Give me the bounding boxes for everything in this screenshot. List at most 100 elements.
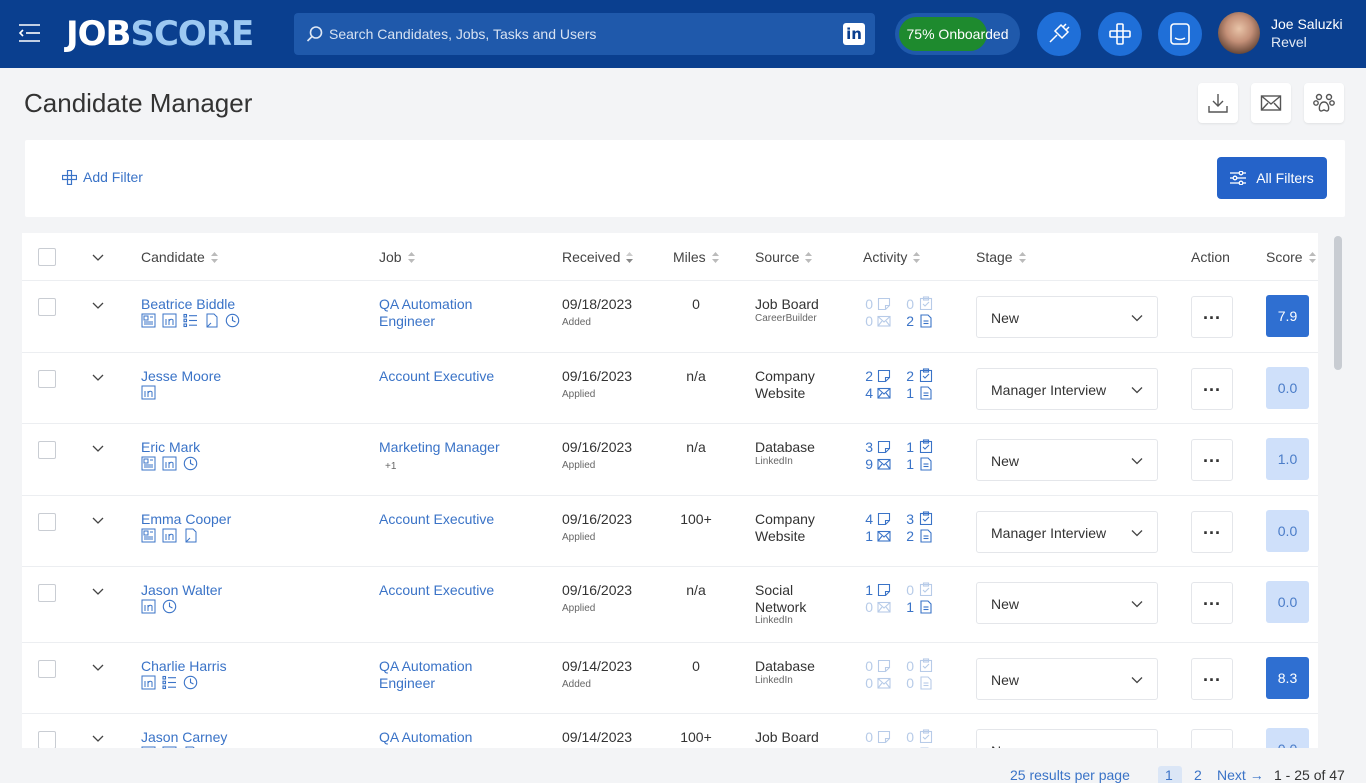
forms-count[interactable]: 2 bbox=[906, 528, 914, 544]
candidate-score[interactable]: 1.0 bbox=[1266, 438, 1309, 480]
all-filters-button[interactable]: All Filters bbox=[1217, 157, 1327, 199]
next-page-button[interactable]: Next → bbox=[1217, 767, 1264, 783]
chevron-down-icon[interactable] bbox=[91, 585, 105, 599]
stage-select[interactable]: New bbox=[976, 658, 1158, 700]
document-icon[interactable] bbox=[183, 528, 198, 543]
column-source[interactable]: Source bbox=[755, 249, 813, 265]
more-actions-button[interactable]: ... bbox=[1191, 296, 1233, 338]
candidate-name[interactable]: Jesse Moore bbox=[141, 368, 222, 384]
stage-select[interactable]: New bbox=[976, 296, 1158, 338]
emails-count[interactable]: 0 bbox=[865, 313, 873, 329]
clock-icon[interactable] bbox=[162, 599, 177, 614]
forms-count[interactable]: 0 bbox=[906, 675, 914, 691]
tasks-count[interactable]: 0 bbox=[906, 296, 914, 312]
forms-count[interactable]: 2 bbox=[906, 313, 914, 329]
table-row[interactable]: Beatrice Biddle QA Automation Engineer 09/… bbox=[22, 280, 1318, 352]
more-actions-button[interactable]: ... bbox=[1191, 658, 1233, 700]
candidate-score[interactable]: 0.0 bbox=[1266, 728, 1309, 748]
table-row[interactable]: Emma Cooper Account Executive 09/16/2023 Ap… bbox=[22, 495, 1318, 566]
add-filter-button[interactable]: Add Filter bbox=[62, 169, 143, 185]
notes-count[interactable]: 2 bbox=[865, 368, 873, 384]
row-checkbox[interactable] bbox=[38, 731, 56, 748]
row-checkbox[interactable] bbox=[38, 513, 56, 531]
forms-count[interactable]: 1 bbox=[906, 599, 914, 615]
job-title[interactable]: Marketing Manager bbox=[379, 439, 500, 455]
stage-select[interactable]: Manager Interview bbox=[976, 368, 1158, 410]
table-row[interactable]: Charlie Harris QA Automation Engineer 09/1… bbox=[22, 642, 1318, 713]
additional-jobs-count[interactable]: +1 bbox=[385, 461, 397, 472]
job-title[interactable]: Account Executive bbox=[379, 511, 495, 527]
more-actions-button[interactable]: ... bbox=[1191, 439, 1233, 481]
candidate-name[interactable]: Beatrice Biddle bbox=[141, 296, 236, 312]
table-row[interactable]: Eric Mark Marketing Manager +1 09/16/2023 Ap… bbox=[22, 423, 1318, 495]
job-title[interactable]: Account Executive bbox=[379, 582, 495, 598]
chevron-down-icon[interactable] bbox=[91, 514, 105, 528]
resume-icon[interactable] bbox=[141, 313, 156, 328]
job-title[interactable]: QA Automation Engineer bbox=[379, 296, 473, 329]
job-title[interactable]: QA Automation Engineer bbox=[379, 729, 473, 748]
candidate-name[interactable]: Eric Mark bbox=[141, 439, 201, 455]
column-miles[interactable]: Miles bbox=[673, 249, 719, 265]
linkedin-profile-icon[interactable] bbox=[141, 675, 156, 690]
more-actions-button[interactable]: ... bbox=[1191, 511, 1233, 553]
select-all-checkbox[interactable] bbox=[38, 248, 56, 266]
clock-icon[interactable] bbox=[183, 675, 198, 690]
clock-icon[interactable] bbox=[225, 313, 240, 328]
tasks-count[interactable]: 2 bbox=[906, 368, 914, 384]
job-title[interactable]: Account Executive bbox=[379, 368, 495, 384]
table-row[interactable]: Jason Walter Account Executive 09/16/2023 A… bbox=[22, 566, 1318, 642]
chevron-down-icon[interactable] bbox=[91, 442, 105, 456]
forms-count[interactable]: 1 bbox=[906, 456, 914, 472]
document-icon[interactable] bbox=[204, 313, 219, 328]
onboarding-progress[interactable]: 75% Onboarded bbox=[895, 13, 1020, 55]
tasks-count[interactable]: 0 bbox=[906, 658, 914, 674]
document-icon[interactable] bbox=[183, 746, 198, 748]
checklist-icon[interactable] bbox=[162, 675, 177, 690]
row-checkbox[interactable] bbox=[38, 441, 56, 459]
chevron-down-icon[interactable] bbox=[91, 299, 105, 313]
notes-count[interactable]: 3 bbox=[865, 439, 873, 455]
emails-count[interactable]: 1 bbox=[865, 528, 873, 544]
table-row[interactable]: Jesse Moore Account Executive 09/16/2023 Ap… bbox=[22, 352, 1318, 423]
resume-icon[interactable] bbox=[141, 528, 156, 543]
table-scrollbar[interactable] bbox=[1334, 236, 1342, 370]
row-checkbox[interactable] bbox=[38, 660, 56, 678]
column-candidate[interactable]: Candidate bbox=[141, 249, 218, 265]
add-button[interactable] bbox=[1098, 12, 1142, 56]
linkedin-profile-icon[interactable] bbox=[162, 746, 177, 748]
column-job[interactable]: Job bbox=[379, 249, 415, 265]
linkedin-profile-icon[interactable] bbox=[141, 599, 156, 614]
page-1-button[interactable]: 1 bbox=[1165, 767, 1173, 783]
download-button[interactable] bbox=[1198, 83, 1238, 123]
linkedin-icon[interactable]: in bbox=[843, 23, 865, 45]
clock-icon[interactable] bbox=[183, 456, 198, 471]
jobscore-logo[interactable]: JOBSCORE bbox=[66, 14, 254, 54]
notes-count[interactable]: 0 bbox=[865, 296, 873, 312]
search-input[interactable] bbox=[329, 13, 829, 55]
bulk-actions-button[interactable] bbox=[1304, 83, 1344, 123]
user-name[interactable]: Joe Saluzki bbox=[1271, 16, 1343, 32]
more-actions-button[interactable]: ... bbox=[1191, 729, 1233, 748]
more-actions-button[interactable]: ... bbox=[1191, 368, 1233, 410]
notes-count[interactable]: 0 bbox=[865, 658, 873, 674]
emails-count[interactable]: 4 bbox=[865, 385, 873, 401]
candidate-score[interactable]: 7.9 bbox=[1266, 295, 1309, 337]
row-checkbox[interactable] bbox=[38, 298, 56, 316]
activity-summary[interactable]: 3 1 9 1 bbox=[863, 439, 943, 473]
results-per-page[interactable]: 25 results per page bbox=[1010, 767, 1130, 783]
forms-count[interactable]: 1 bbox=[906, 385, 914, 401]
emails-count[interactable]: 0 bbox=[865, 675, 873, 691]
email-button[interactable] bbox=[1251, 83, 1291, 123]
column-stage[interactable]: Stage bbox=[976, 249, 1026, 265]
stage-select[interactable]: New bbox=[976, 582, 1158, 624]
row-checkbox[interactable] bbox=[38, 370, 56, 388]
integrations-button[interactable] bbox=[1037, 12, 1081, 56]
job-title[interactable]: QA Automation Engineer bbox=[379, 658, 473, 691]
resume-icon[interactable] bbox=[141, 746, 156, 748]
emails-count[interactable]: 0 bbox=[865, 599, 873, 615]
